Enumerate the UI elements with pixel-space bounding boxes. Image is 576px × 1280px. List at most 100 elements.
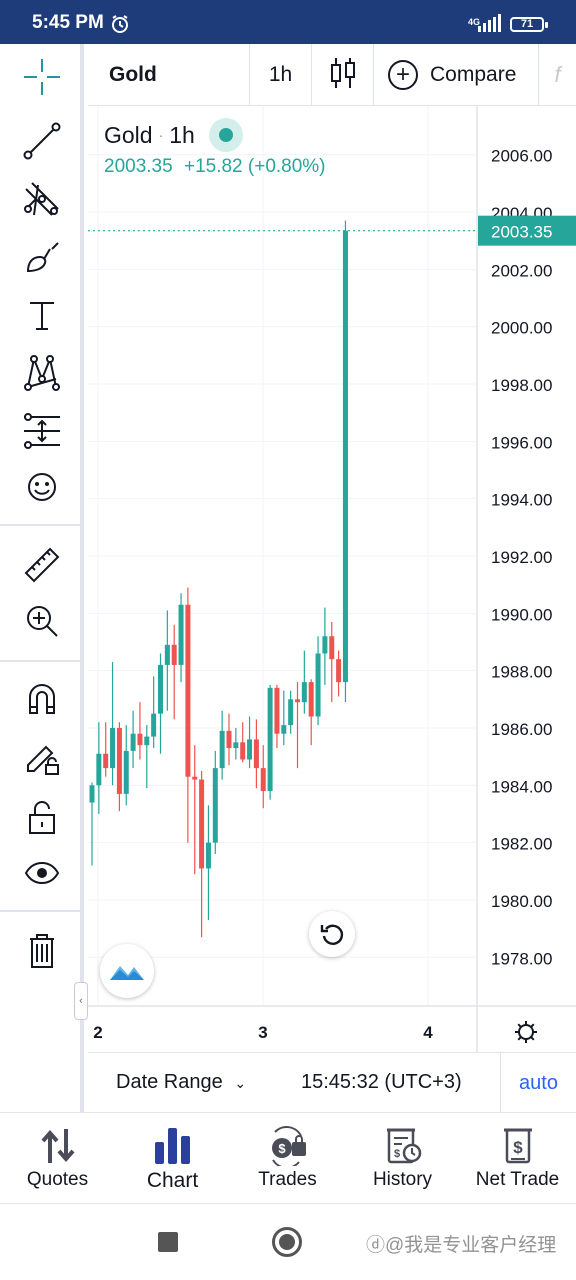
candle-body bbox=[96, 753, 102, 786]
price-axis-label: 2002.00 bbox=[491, 261, 552, 280]
signal-icon bbox=[478, 14, 504, 37]
brush-icon[interactable] bbox=[14, 232, 70, 282]
nav-quotes[interactable]: Quotes bbox=[0, 1113, 115, 1205]
status-time: 5:45 PM bbox=[32, 12, 104, 33]
time-axis-label: 3 bbox=[258, 1023, 267, 1042]
bottom-navigation: Quotes Chart $ Trades $ History $ Net Tr… bbox=[0, 1112, 576, 1204]
plus-circle-icon: + bbox=[388, 60, 418, 90]
compare-label: Compare bbox=[430, 63, 517, 86]
status-bar: 5:45 PM 4G 71 bbox=[0, 0, 576, 44]
pattern-icon[interactable] bbox=[14, 348, 70, 398]
alarm-icon bbox=[110, 14, 130, 39]
price-chart[interactable]: 2006.002004.002002.002000.001998.001996.… bbox=[88, 106, 576, 1052]
last-price-label: 2003.35 bbox=[491, 223, 552, 242]
price-axis-label: 1982.00 bbox=[491, 835, 552, 854]
candle-body bbox=[158, 664, 163, 714]
candle-body bbox=[308, 682, 314, 717]
collapse-toolbar-tab[interactable]: ‹ bbox=[74, 982, 88, 1020]
tradingview-logo-icon bbox=[110, 966, 144, 980]
price-axis-label: 1988.00 bbox=[491, 663, 552, 682]
prediction-icon[interactable] bbox=[14, 406, 70, 456]
legend-interval: 1h bbox=[169, 121, 195, 148]
reset-chart-button[interactable] bbox=[309, 911, 355, 957]
eye-icon[interactable] bbox=[14, 848, 70, 898]
trash-icon[interactable] bbox=[14, 926, 70, 976]
toolbar-divider bbox=[0, 660, 84, 662]
reset-icon bbox=[320, 924, 344, 945]
drawing-toolbar bbox=[0, 44, 84, 1112]
text-tool-icon[interactable] bbox=[14, 290, 70, 340]
candle-body bbox=[116, 727, 122, 794]
zoom-in-icon[interactable] bbox=[14, 596, 70, 646]
candle-body bbox=[123, 750, 129, 794]
last-price-badge bbox=[478, 215, 576, 246]
nav-chart[interactable]: Chart bbox=[115, 1113, 230, 1205]
candle-body bbox=[144, 736, 150, 746]
symbol-selector[interactable]: Gold bbox=[88, 44, 250, 106]
nav-history-label: History bbox=[372, 1169, 433, 1190]
price-axis-label: 2006.00 bbox=[491, 147, 552, 166]
date-range-button[interactable]: Date Range ⌄ bbox=[116, 1071, 246, 1094]
candle-body bbox=[185, 604, 191, 777]
interval-selector[interactable]: 1h bbox=[250, 44, 312, 106]
chart-type-button[interactable] bbox=[312, 44, 374, 106]
emoji-icon[interactable] bbox=[14, 462, 70, 512]
candle-body bbox=[342, 230, 348, 683]
date-range-label: Date Range bbox=[116, 1071, 223, 1093]
legend-symbol: Gold bbox=[104, 121, 153, 148]
recent-apps-icon[interactable] bbox=[158, 1232, 178, 1252]
candle-body bbox=[233, 742, 239, 749]
candle-body bbox=[329, 636, 335, 660]
price-axis-label: 2000.00 bbox=[491, 319, 552, 338]
nav-history[interactable]: $ History bbox=[345, 1113, 460, 1205]
chart-icon bbox=[153, 1125, 193, 1167]
auto-scale-button[interactable]: auto bbox=[500, 1053, 576, 1113]
crosshair-icon[interactable] bbox=[14, 52, 70, 102]
axis-settings-icon[interactable] bbox=[515, 1021, 537, 1043]
price-axis-label: 1992.00 bbox=[491, 548, 552, 567]
unlock-icon[interactable] bbox=[14, 792, 70, 842]
candle-body bbox=[322, 636, 328, 654]
nav-net-trade[interactable]: $ Net Trade bbox=[460, 1113, 575, 1205]
trades-icon: $ bbox=[267, 1125, 309, 1167]
toolbar-divider bbox=[0, 910, 84, 912]
watermark: ⓓ@我是专业客户经理 bbox=[366, 1235, 557, 1256]
indicators-icon[interactable]: f bbox=[538, 44, 576, 106]
utc-clock[interactable]: 15:45:32 (UTC+3) bbox=[301, 1071, 462, 1093]
net-trade-icon: $ bbox=[498, 1125, 538, 1167]
trend-line-icon[interactable] bbox=[14, 116, 70, 166]
price-axis-label: 1996.00 bbox=[491, 433, 552, 452]
compare-button[interactable]: + Compare bbox=[374, 44, 544, 106]
nav-chart-label: Chart bbox=[146, 1169, 199, 1192]
pitchfork-icon[interactable] bbox=[14, 174, 70, 224]
chart-background bbox=[88, 106, 576, 1052]
network-type: 4G bbox=[468, 17, 481, 27]
candle-body bbox=[219, 730, 225, 769]
legend-separator: · bbox=[158, 127, 164, 143]
candle-body bbox=[226, 730, 232, 749]
nav-net-trade-label: Net Trade bbox=[475, 1169, 560, 1190]
candle-body bbox=[192, 776, 198, 780]
candle-body bbox=[178, 604, 184, 665]
ruler-icon[interactable] bbox=[14, 540, 70, 590]
lock-drawing-icon[interactable] bbox=[14, 732, 70, 782]
tradingview-logo[interactable] bbox=[100, 944, 154, 998]
nav-quotes-label: Quotes bbox=[26, 1169, 89, 1190]
chart-header: Gold 1h + Compare f bbox=[88, 44, 576, 106]
chart-legend: Gold · 1h 2003.35 +15.82 (+0.80%) bbox=[104, 118, 326, 178]
range-bar: Date Range ⌄ 15:45:32 (UTC+3) auto bbox=[88, 1052, 576, 1113]
nav-trades[interactable]: $ Trades bbox=[230, 1113, 345, 1205]
candle-body bbox=[240, 742, 246, 760]
legend-change: +15.82 (+0.80%) bbox=[183, 156, 326, 177]
home-icon[interactable] bbox=[272, 1227, 302, 1257]
candle-body bbox=[205, 842, 211, 869]
candle-body bbox=[267, 687, 273, 792]
candle-body bbox=[274, 687, 280, 734]
price-axis-label: 1998.00 bbox=[491, 376, 552, 395]
history-icon: $ bbox=[383, 1125, 423, 1167]
magnet-icon[interactable] bbox=[14, 674, 70, 724]
price-axis-label: 1984.00 bbox=[491, 777, 552, 796]
quotes-icon bbox=[39, 1125, 77, 1167]
price-axis-label: 1978.00 bbox=[491, 949, 552, 968]
candle-body bbox=[171, 644, 177, 665]
